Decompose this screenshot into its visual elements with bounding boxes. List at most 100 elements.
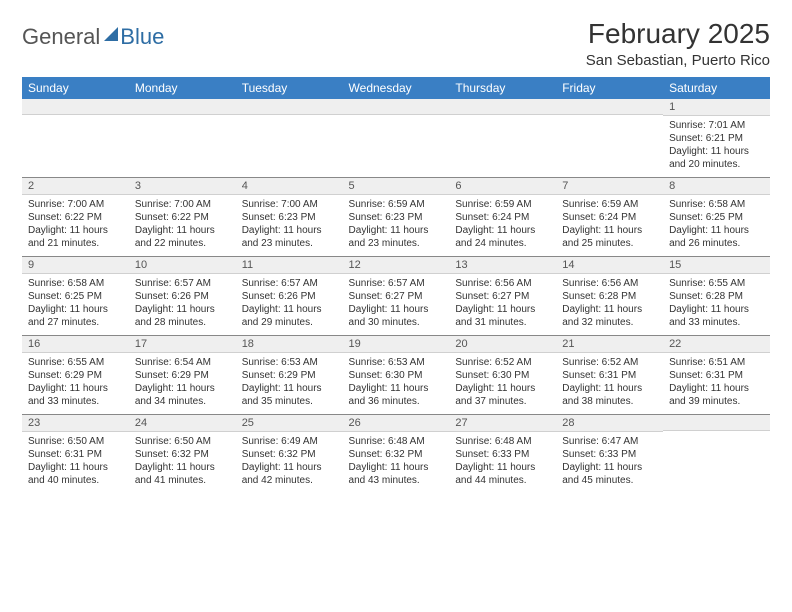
day-details: Sunrise: 6:58 AM Sunset: 6:25 PM Dayligh…	[663, 195, 770, 256]
day-number: 19	[343, 336, 450, 353]
logo-text-blue: Blue	[120, 24, 164, 50]
day-number: 17	[129, 336, 236, 353]
day-details: Sunrise: 7:01 AM Sunset: 6:21 PM Dayligh…	[663, 116, 770, 177]
calendar-day-cell: 5Sunrise: 6:59 AM Sunset: 6:23 PM Daylig…	[343, 178, 450, 257]
day-details	[556, 115, 663, 175]
day-number: 23	[22, 415, 129, 432]
day-details: Sunrise: 6:59 AM Sunset: 6:24 PM Dayligh…	[449, 195, 556, 256]
day-number: 20	[449, 336, 556, 353]
day-number: 21	[556, 336, 663, 353]
location: San Sebastian, Puerto Rico	[586, 52, 770, 69]
calendar-day-cell: 19Sunrise: 6:53 AM Sunset: 6:30 PM Dayli…	[343, 336, 450, 415]
day-number: 8	[663, 178, 770, 195]
day-number: 14	[556, 257, 663, 274]
day-details: Sunrise: 6:57 AM Sunset: 6:26 PM Dayligh…	[129, 274, 236, 335]
calendar-day-cell: 21Sunrise: 6:52 AM Sunset: 6:31 PM Dayli…	[556, 336, 663, 415]
logo-triangle-icon	[104, 27, 118, 41]
day-number	[343, 99, 450, 115]
month-title: February 2025	[586, 18, 770, 50]
calendar-week-row: 1Sunrise: 7:01 AM Sunset: 6:21 PM Daylig…	[22, 99, 770, 178]
weekday-header: Sunday	[22, 77, 129, 99]
day-details	[343, 115, 450, 175]
calendar-day-cell	[449, 99, 556, 178]
day-number: 25	[236, 415, 343, 432]
calendar-day-cell: 14Sunrise: 6:56 AM Sunset: 6:28 PM Dayli…	[556, 257, 663, 336]
calendar-day-cell: 13Sunrise: 6:56 AM Sunset: 6:27 PM Dayli…	[449, 257, 556, 336]
calendar-day-cell	[129, 99, 236, 178]
day-details	[129, 115, 236, 175]
calendar-header-row: Sunday Monday Tuesday Wednesday Thursday…	[22, 77, 770, 99]
logo: General Blue	[22, 24, 164, 50]
calendar-day-cell: 9Sunrise: 6:58 AM Sunset: 6:25 PM Daylig…	[22, 257, 129, 336]
day-number: 26	[343, 415, 450, 432]
calendar-day-cell: 27Sunrise: 6:48 AM Sunset: 6:33 PM Dayli…	[449, 415, 556, 494]
day-number: 11	[236, 257, 343, 274]
day-details: Sunrise: 6:57 AM Sunset: 6:26 PM Dayligh…	[236, 274, 343, 335]
day-details: Sunrise: 6:57 AM Sunset: 6:27 PM Dayligh…	[343, 274, 450, 335]
calendar-day-cell: 18Sunrise: 6:53 AM Sunset: 6:29 PM Dayli…	[236, 336, 343, 415]
day-details: Sunrise: 6:53 AM Sunset: 6:30 PM Dayligh…	[343, 353, 450, 414]
calendar-day-cell	[556, 99, 663, 178]
day-details	[236, 115, 343, 175]
calendar-day-cell: 2Sunrise: 7:00 AM Sunset: 6:22 PM Daylig…	[22, 178, 129, 257]
day-details: Sunrise: 6:48 AM Sunset: 6:33 PM Dayligh…	[449, 432, 556, 493]
weekday-header: Saturday	[663, 77, 770, 99]
calendar-week-row: 16Sunrise: 6:55 AM Sunset: 6:29 PM Dayli…	[22, 336, 770, 415]
day-details: Sunrise: 6:56 AM Sunset: 6:28 PM Dayligh…	[556, 274, 663, 335]
day-number	[22, 99, 129, 115]
day-details: Sunrise: 6:51 AM Sunset: 6:31 PM Dayligh…	[663, 353, 770, 414]
calendar-day-cell	[22, 99, 129, 178]
day-number	[556, 99, 663, 115]
day-details: Sunrise: 6:59 AM Sunset: 6:24 PM Dayligh…	[556, 195, 663, 256]
calendar-body: 1Sunrise: 7:01 AM Sunset: 6:21 PM Daylig…	[22, 99, 770, 493]
calendar-day-cell: 10Sunrise: 6:57 AM Sunset: 6:26 PM Dayli…	[129, 257, 236, 336]
calendar-day-cell: 12Sunrise: 6:57 AM Sunset: 6:27 PM Dayli…	[343, 257, 450, 336]
day-details: Sunrise: 6:47 AM Sunset: 6:33 PM Dayligh…	[556, 432, 663, 493]
calendar-day-cell: 7Sunrise: 6:59 AM Sunset: 6:24 PM Daylig…	[556, 178, 663, 257]
calendar-day-cell: 3Sunrise: 7:00 AM Sunset: 6:22 PM Daylig…	[129, 178, 236, 257]
day-number: 12	[343, 257, 450, 274]
calendar-day-cell: 17Sunrise: 6:54 AM Sunset: 6:29 PM Dayli…	[129, 336, 236, 415]
weekday-header: Thursday	[449, 77, 556, 99]
day-number: 6	[449, 178, 556, 195]
day-details: Sunrise: 6:54 AM Sunset: 6:29 PM Dayligh…	[129, 353, 236, 414]
day-details: Sunrise: 6:55 AM Sunset: 6:28 PM Dayligh…	[663, 274, 770, 335]
day-number: 13	[449, 257, 556, 274]
day-number: 3	[129, 178, 236, 195]
logo-text-general: General	[22, 24, 100, 50]
day-number: 22	[663, 336, 770, 353]
day-details: Sunrise: 6:49 AM Sunset: 6:32 PM Dayligh…	[236, 432, 343, 493]
day-details	[449, 115, 556, 175]
calendar-day-cell: 24Sunrise: 6:50 AM Sunset: 6:32 PM Dayli…	[129, 415, 236, 494]
day-number: 10	[129, 257, 236, 274]
weekday-header: Tuesday	[236, 77, 343, 99]
day-number: 9	[22, 257, 129, 274]
calendar-day-cell: 15Sunrise: 6:55 AM Sunset: 6:28 PM Dayli…	[663, 257, 770, 336]
day-number: 7	[556, 178, 663, 195]
day-number: 28	[556, 415, 663, 432]
day-details: Sunrise: 6:55 AM Sunset: 6:29 PM Dayligh…	[22, 353, 129, 414]
day-number	[129, 99, 236, 115]
day-number: 27	[449, 415, 556, 432]
day-number: 16	[22, 336, 129, 353]
calendar-day-cell: 16Sunrise: 6:55 AM Sunset: 6:29 PM Dayli…	[22, 336, 129, 415]
day-number: 15	[663, 257, 770, 274]
calendar-week-row: 23Sunrise: 6:50 AM Sunset: 6:31 PM Dayli…	[22, 415, 770, 494]
day-number: 24	[129, 415, 236, 432]
day-details: Sunrise: 6:56 AM Sunset: 6:27 PM Dayligh…	[449, 274, 556, 335]
day-details: Sunrise: 6:53 AM Sunset: 6:29 PM Dayligh…	[236, 353, 343, 414]
weekday-header: Friday	[556, 77, 663, 99]
day-number: 5	[343, 178, 450, 195]
calendar-table: Sunday Monday Tuesday Wednesday Thursday…	[22, 77, 770, 493]
day-number	[449, 99, 556, 115]
day-number: 18	[236, 336, 343, 353]
header: General Blue February 2025 San Sebastian…	[22, 18, 770, 69]
day-details: Sunrise: 6:50 AM Sunset: 6:31 PM Dayligh…	[22, 432, 129, 493]
day-number	[663, 415, 770, 431]
weekday-header: Monday	[129, 77, 236, 99]
calendar-day-cell	[343, 99, 450, 178]
calendar-day-cell: 26Sunrise: 6:48 AM Sunset: 6:32 PM Dayli…	[343, 415, 450, 494]
day-number: 4	[236, 178, 343, 195]
calendar-day-cell: 4Sunrise: 7:00 AM Sunset: 6:23 PM Daylig…	[236, 178, 343, 257]
calendar-day-cell: 28Sunrise: 6:47 AM Sunset: 6:33 PM Dayli…	[556, 415, 663, 494]
